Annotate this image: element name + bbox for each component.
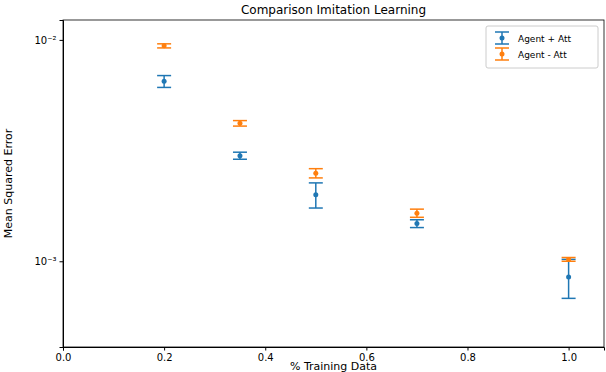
tick-mark	[60, 261, 64, 262]
error-cap	[309, 168, 323, 170]
tick-mark	[60, 40, 64, 41]
data	[157, 43, 575, 298]
y-axis: 10⁻³ 10⁻²	[34, 21, 63, 348]
error-cap	[157, 75, 171, 77]
tick: 0.0	[56, 347, 72, 363]
point	[414, 221, 419, 226]
legend-symbol	[495, 43, 509, 45]
legend: Agent + Att Agent - Att	[486, 26, 598, 68]
legend-symbol	[500, 36, 505, 41]
legend-symbol	[495, 47, 509, 49]
tick-label: 1.0	[561, 352, 577, 363]
tick-label: 0.0	[56, 352, 72, 363]
tick: 0.4	[258, 347, 274, 363]
plot: 0.00.20.40.60.81.010⁻³10⁻²Agent + AttAge…	[34, 20, 604, 363]
tick-label: 10⁻²	[34, 35, 56, 46]
y-axis-label: Mean Squared Error	[2, 128, 15, 238]
point	[162, 79, 167, 84]
legend-symbol	[500, 52, 505, 57]
legend-symbol	[495, 31, 509, 33]
tick-label: 0.8	[460, 352, 476, 363]
tick: 0.8	[460, 347, 476, 363]
tick-mark	[164, 347, 165, 351]
error-cap	[233, 151, 247, 153]
tick: 10⁻³	[34, 256, 63, 267]
error-cap	[410, 219, 424, 221]
error-cap	[233, 158, 247, 160]
error-cap	[309, 177, 323, 179]
legend-symbol	[495, 59, 509, 61]
tick-label: 0.2	[157, 352, 173, 363]
point	[414, 211, 419, 216]
frame	[63, 20, 604, 347]
point	[237, 153, 242, 158]
tick-label: 0.4	[258, 352, 274, 363]
legend-label: Agent - Att	[518, 50, 567, 60]
error-cap	[309, 207, 323, 209]
tick-mark	[467, 347, 468, 351]
error-cap	[410, 217, 424, 219]
error-cap	[157, 87, 171, 89]
tick-mark	[569, 347, 570, 351]
point	[313, 171, 318, 176]
series	[157, 43, 575, 262]
x-axis-label: % Training Data	[290, 360, 377, 372]
axis-line	[64, 348, 605, 351]
legend-box	[486, 26, 598, 68]
point	[162, 43, 167, 48]
tick-label: 10⁻³	[34, 256, 56, 267]
tick: 0.2	[157, 347, 173, 363]
error-cap	[410, 208, 424, 210]
point	[313, 192, 318, 197]
point	[237, 121, 242, 126]
error-cap	[562, 298, 576, 300]
error-cap	[309, 182, 323, 184]
legend-entry: Agent - Att	[495, 48, 567, 60]
title: Comparison Imitation Learning	[241, 3, 426, 17]
tick-mark	[265, 347, 266, 351]
tick-mark	[366, 347, 367, 351]
series	[157, 76, 575, 299]
point	[566, 257, 571, 262]
error-cap	[410, 227, 424, 229]
chart: 0.00.20.40.60.81.010⁻³10⁻²Agent + AttAge…	[0, 0, 606, 372]
legend-label: Agent + Att	[518, 34, 571, 44]
tick: 10⁻²	[34, 35, 63, 46]
point	[566, 274, 571, 279]
legend-entry: Agent + Att	[495, 32, 571, 44]
tick: 1.0	[561, 347, 577, 363]
